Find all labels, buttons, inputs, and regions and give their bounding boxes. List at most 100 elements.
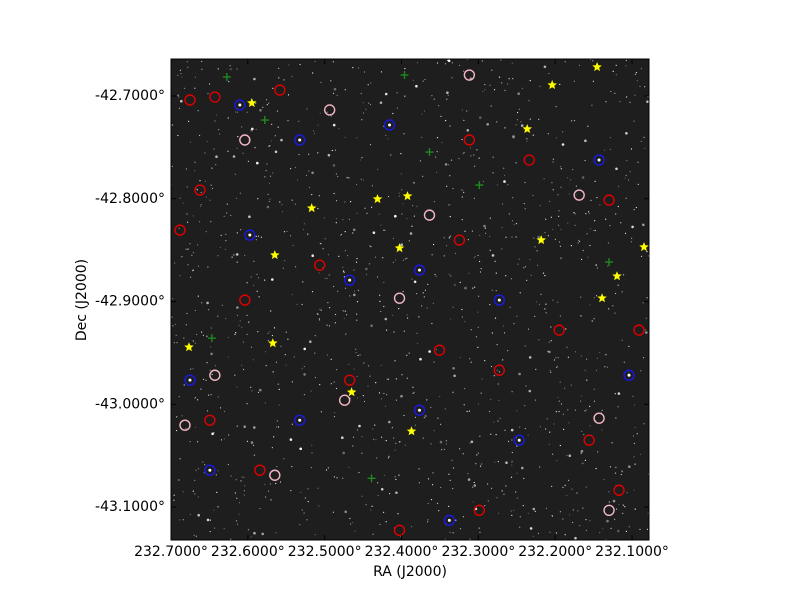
background-star bbox=[491, 289, 493, 291]
source-dot-circle bbox=[493, 294, 506, 306]
background-star bbox=[311, 194, 313, 196]
background-star bbox=[267, 193, 269, 195]
background-star bbox=[388, 455, 390, 457]
background-star bbox=[367, 84, 369, 86]
background-star bbox=[303, 512, 305, 514]
background-star bbox=[521, 87, 524, 89]
background-star bbox=[574, 213, 576, 215]
background-star bbox=[213, 148, 215, 150]
background-star bbox=[440, 486, 442, 489]
background-star bbox=[549, 431, 551, 433]
background-star bbox=[560, 186, 562, 188]
background-star bbox=[424, 289, 426, 291]
background-star bbox=[421, 136, 423, 138]
source-circle bbox=[343, 374, 356, 386]
background-star bbox=[508, 213, 510, 215]
background-star bbox=[577, 242, 579, 244]
background-star bbox=[194, 493, 196, 495]
background-star bbox=[286, 230, 288, 232]
background-star bbox=[368, 263, 371, 265]
background-star bbox=[241, 326, 243, 328]
background-star bbox=[313, 130, 315, 132]
background-star bbox=[579, 240, 581, 242]
background-star bbox=[504, 127, 506, 129]
background-star bbox=[277, 126, 279, 128]
background-star bbox=[423, 296, 425, 298]
background-star bbox=[291, 423, 293, 425]
source-star bbox=[612, 271, 622, 281]
background-star bbox=[478, 157, 480, 159]
background-star bbox=[633, 404, 636, 406]
background-star bbox=[225, 240, 227, 242]
background-star bbox=[498, 76, 501, 78]
background-star bbox=[348, 363, 350, 365]
background-star bbox=[310, 467, 312, 469]
background-star bbox=[617, 284, 619, 286]
background-star bbox=[211, 432, 214, 436]
background-star bbox=[344, 201, 346, 203]
ring bbox=[234, 99, 246, 111]
background-star bbox=[221, 304, 223, 306]
background-star bbox=[448, 473, 450, 475]
background-star bbox=[234, 333, 236, 335]
background-star bbox=[217, 506, 219, 508]
background-star bbox=[629, 101, 631, 103]
background-star bbox=[505, 236, 507, 238]
background-star bbox=[525, 385, 527, 387]
ring bbox=[294, 414, 306, 426]
background-star bbox=[417, 342, 419, 345]
background-star bbox=[518, 108, 521, 110]
background-star bbox=[178, 227, 180, 229]
background-star bbox=[424, 414, 428, 418]
background-star bbox=[568, 454, 572, 458]
background-star bbox=[558, 400, 561, 402]
background-star bbox=[581, 176, 585, 179]
background-star bbox=[210, 221, 212, 223]
background-star bbox=[489, 84, 491, 86]
background-star bbox=[396, 107, 398, 109]
background-star bbox=[400, 243, 404, 246]
background-star bbox=[614, 92, 616, 94]
background-star bbox=[241, 364, 243, 366]
background-star bbox=[516, 472, 518, 474]
background-star bbox=[588, 211, 590, 213]
background-star bbox=[276, 420, 278, 422]
background-star bbox=[449, 216, 451, 218]
background-star bbox=[504, 89, 506, 91]
background-star bbox=[587, 256, 589, 258]
background-star bbox=[523, 477, 525, 480]
background-star bbox=[544, 308, 546, 310]
background-star bbox=[546, 418, 548, 420]
background-star bbox=[380, 71, 382, 73]
background-star bbox=[369, 245, 371, 247]
background-star bbox=[496, 369, 498, 371]
background-star bbox=[622, 512, 624, 515]
background-star bbox=[560, 168, 563, 170]
dot bbox=[417, 268, 421, 272]
background-star bbox=[472, 486, 474, 488]
background-star bbox=[581, 258, 583, 260]
background-star bbox=[406, 218, 408, 220]
background-star bbox=[518, 372, 521, 376]
background-star bbox=[333, 87, 337, 91]
background-star bbox=[441, 449, 443, 451]
background-star bbox=[335, 173, 337, 175]
background-star bbox=[395, 399, 397, 401]
source-plus bbox=[260, 116, 269, 125]
background-star bbox=[439, 440, 443, 444]
background-star bbox=[353, 368, 355, 370]
background-star bbox=[227, 336, 229, 339]
background-star bbox=[229, 65, 231, 67]
background-star bbox=[371, 206, 373, 208]
background-star bbox=[363, 179, 365, 181]
background-star bbox=[257, 198, 259, 200]
background-star bbox=[559, 511, 562, 513]
background-star bbox=[464, 388, 466, 390]
background-star bbox=[435, 349, 437, 351]
background-star bbox=[578, 239, 580, 241]
background-star bbox=[458, 158, 460, 160]
background-star bbox=[205, 379, 207, 381]
background-star bbox=[549, 370, 551, 372]
background-star bbox=[352, 228, 356, 232]
source-dot-circle bbox=[513, 434, 525, 446]
